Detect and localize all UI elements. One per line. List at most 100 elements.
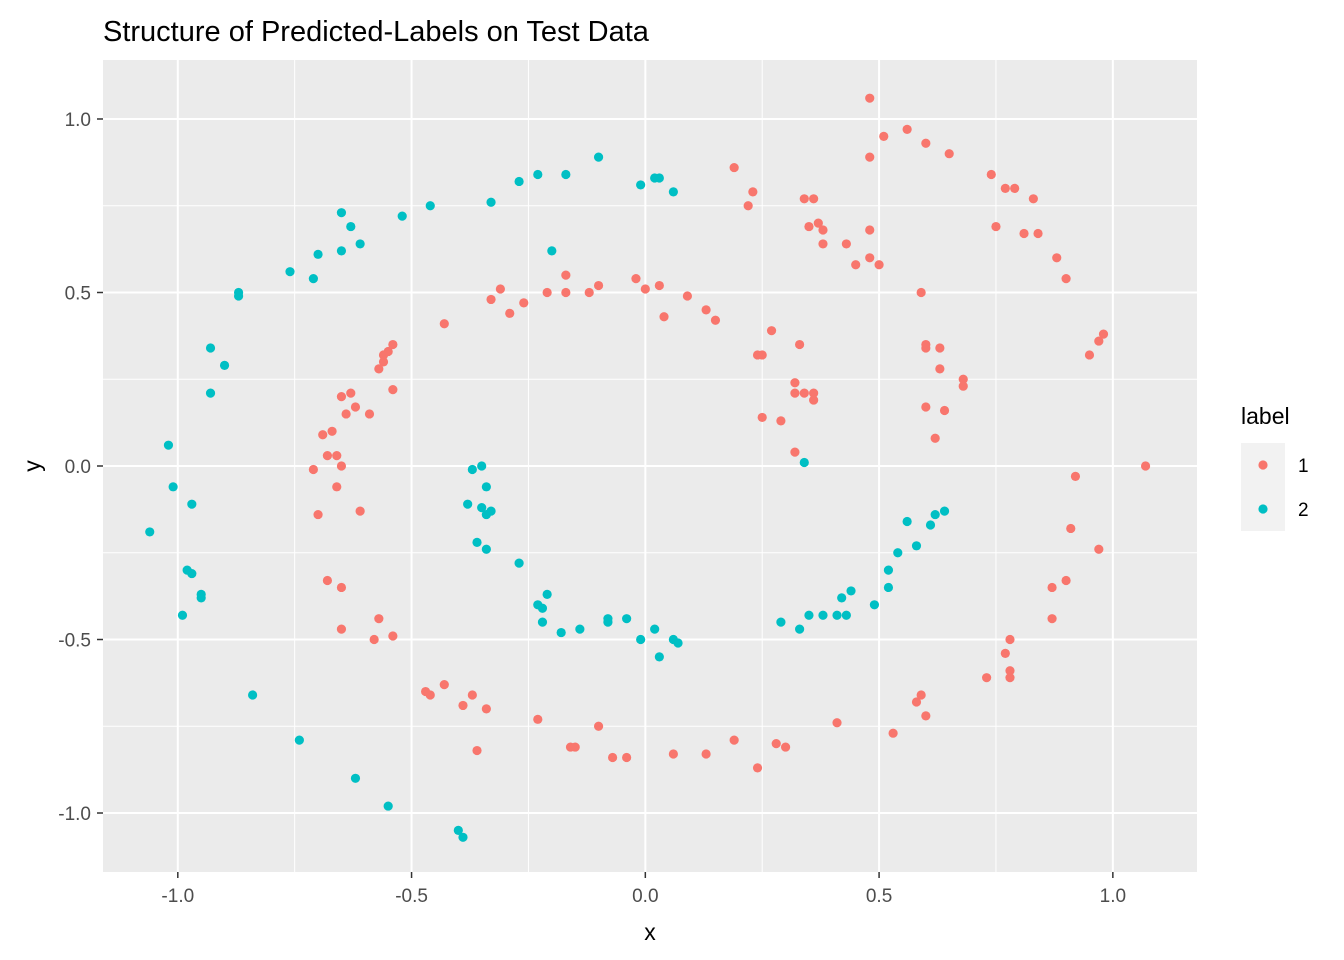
data-point-label-2 (547, 246, 557, 256)
data-point-label-1 (902, 124, 912, 135)
data-point-label-2 (163, 440, 174, 450)
data-point-label-2 (795, 624, 805, 634)
data-point-label-1 (911, 697, 922, 707)
data-point-label-1 (813, 218, 823, 228)
data-point-label-2 (911, 541, 922, 551)
legend-label-1: 1 (1298, 456, 1309, 477)
legend-items: 12 (1241, 443, 1309, 531)
data-point-label-2 (799, 457, 809, 468)
data-point-label-2 (533, 169, 543, 180)
data-point-label-1 (327, 426, 337, 436)
data-point-label-2 (294, 735, 304, 745)
data-point-label-1 (1028, 194, 1038, 204)
data-point-label-1 (607, 752, 618, 763)
data-point-label-1 (748, 187, 758, 197)
legend-title: label (1241, 403, 1290, 429)
data-point-label-2 (654, 652, 664, 662)
data-point-label-1 (495, 284, 505, 294)
chart-title: Structure of Predicted-Labels on Test Da… (103, 16, 650, 48)
data-point-label-1 (865, 152, 875, 162)
data-point-label-1 (982, 673, 992, 683)
data-point-label-2 (893, 548, 903, 558)
data-point-label-2 (481, 544, 491, 554)
data-point-label-2 (514, 176, 524, 187)
data-point-label-2 (537, 603, 548, 613)
data-point-label-1 (519, 298, 529, 308)
data-point-label-1 (388, 631, 398, 641)
data-point-label-1 (795, 339, 805, 350)
data-point-label-1 (799, 194, 809, 204)
data-point-label-1 (308, 464, 318, 475)
data-point-label-2 (636, 634, 646, 645)
data-point-label-2 (939, 506, 950, 516)
data-point-label-2 (196, 593, 206, 603)
data-point-label-1 (336, 391, 347, 402)
data-point-label-2 (561, 169, 571, 180)
data-point-label-1 (935, 343, 945, 353)
data-point-label-1 (958, 374, 968, 384)
data-point-label-1 (1052, 253, 1062, 263)
data-point-label-1 (916, 690, 926, 700)
data-point-label-1 (1094, 336, 1104, 346)
data-point-label-1 (921, 339, 931, 350)
data-point-label-1 (313, 509, 323, 520)
data-point-label-1 (467, 690, 477, 700)
data-point-label-1 (425, 690, 435, 700)
data-point-label-1 (593, 721, 604, 731)
data-point-label-1 (865, 93, 875, 103)
data-point-label-1 (561, 270, 571, 280)
data-point-label-2 (467, 464, 477, 475)
data-point-label-1 (659, 312, 669, 322)
y-tick-label: 0.0 (65, 457, 91, 478)
data-point-label-1 (916, 287, 926, 298)
data-point-label-1 (1061, 575, 1071, 586)
data-point-label-1 (935, 364, 945, 374)
data-point-label-2 (313, 249, 323, 259)
data-point-label-2 (463, 499, 473, 509)
data-point-label-1 (790, 447, 800, 457)
data-point-label-2 (355, 239, 365, 249)
data-point-label-2 (883, 565, 894, 575)
data-point-label-1 (991, 221, 1001, 232)
y-axis-title: y (19, 460, 45, 472)
data-point-label-2 (883, 582, 894, 593)
data-point-label-2 (336, 208, 347, 218)
data-point-label-2 (205, 388, 216, 398)
data-point-label-1 (1140, 461, 1151, 471)
data-point-label-2 (486, 197, 496, 207)
data-point-label-2 (336, 246, 347, 256)
data-point-label-1 (1084, 350, 1095, 360)
data-point-label-1 (458, 700, 468, 711)
data-point-label-2 (869, 600, 880, 610)
data-point-label-2 (397, 211, 407, 221)
x-tick-label: -0.5 (395, 886, 428, 907)
data-point-label-1 (322, 575, 333, 586)
data-point-label-1 (355, 506, 365, 516)
data-point-label-1 (668, 749, 678, 759)
data-point-label-1 (809, 388, 819, 398)
data-point-label-2 (650, 624, 660, 634)
data-point-label-2 (350, 773, 361, 783)
data-point-label-1 (378, 357, 389, 367)
data-point-label-2 (346, 221, 356, 232)
data-point-label-2 (187, 568, 197, 579)
data-point-label-1 (790, 378, 800, 388)
y-axis: -1.0 -0.5 0.0 0.5 1.0 (58, 110, 103, 825)
data-point-label-2 (514, 558, 524, 568)
legend: label 12 (1241, 403, 1309, 531)
data-point-label-2 (622, 614, 632, 624)
y-tick-label: -0.5 (58, 631, 91, 652)
data-point-label-1 (533, 714, 543, 724)
data-point-label-2 (481, 509, 491, 520)
data-point-label-1 (1019, 228, 1029, 239)
data-point-label-1 (752, 763, 763, 773)
legend-key-2 (1258, 504, 1268, 514)
data-point-label-1 (874, 260, 884, 270)
data-point-label-1 (593, 280, 604, 291)
data-point-label-2 (453, 825, 463, 835)
data-point-label-1 (879, 131, 889, 141)
data-point-label-1 (486, 294, 496, 305)
legend-label-2: 2 (1298, 500, 1309, 521)
data-point-label-1 (332, 450, 342, 461)
